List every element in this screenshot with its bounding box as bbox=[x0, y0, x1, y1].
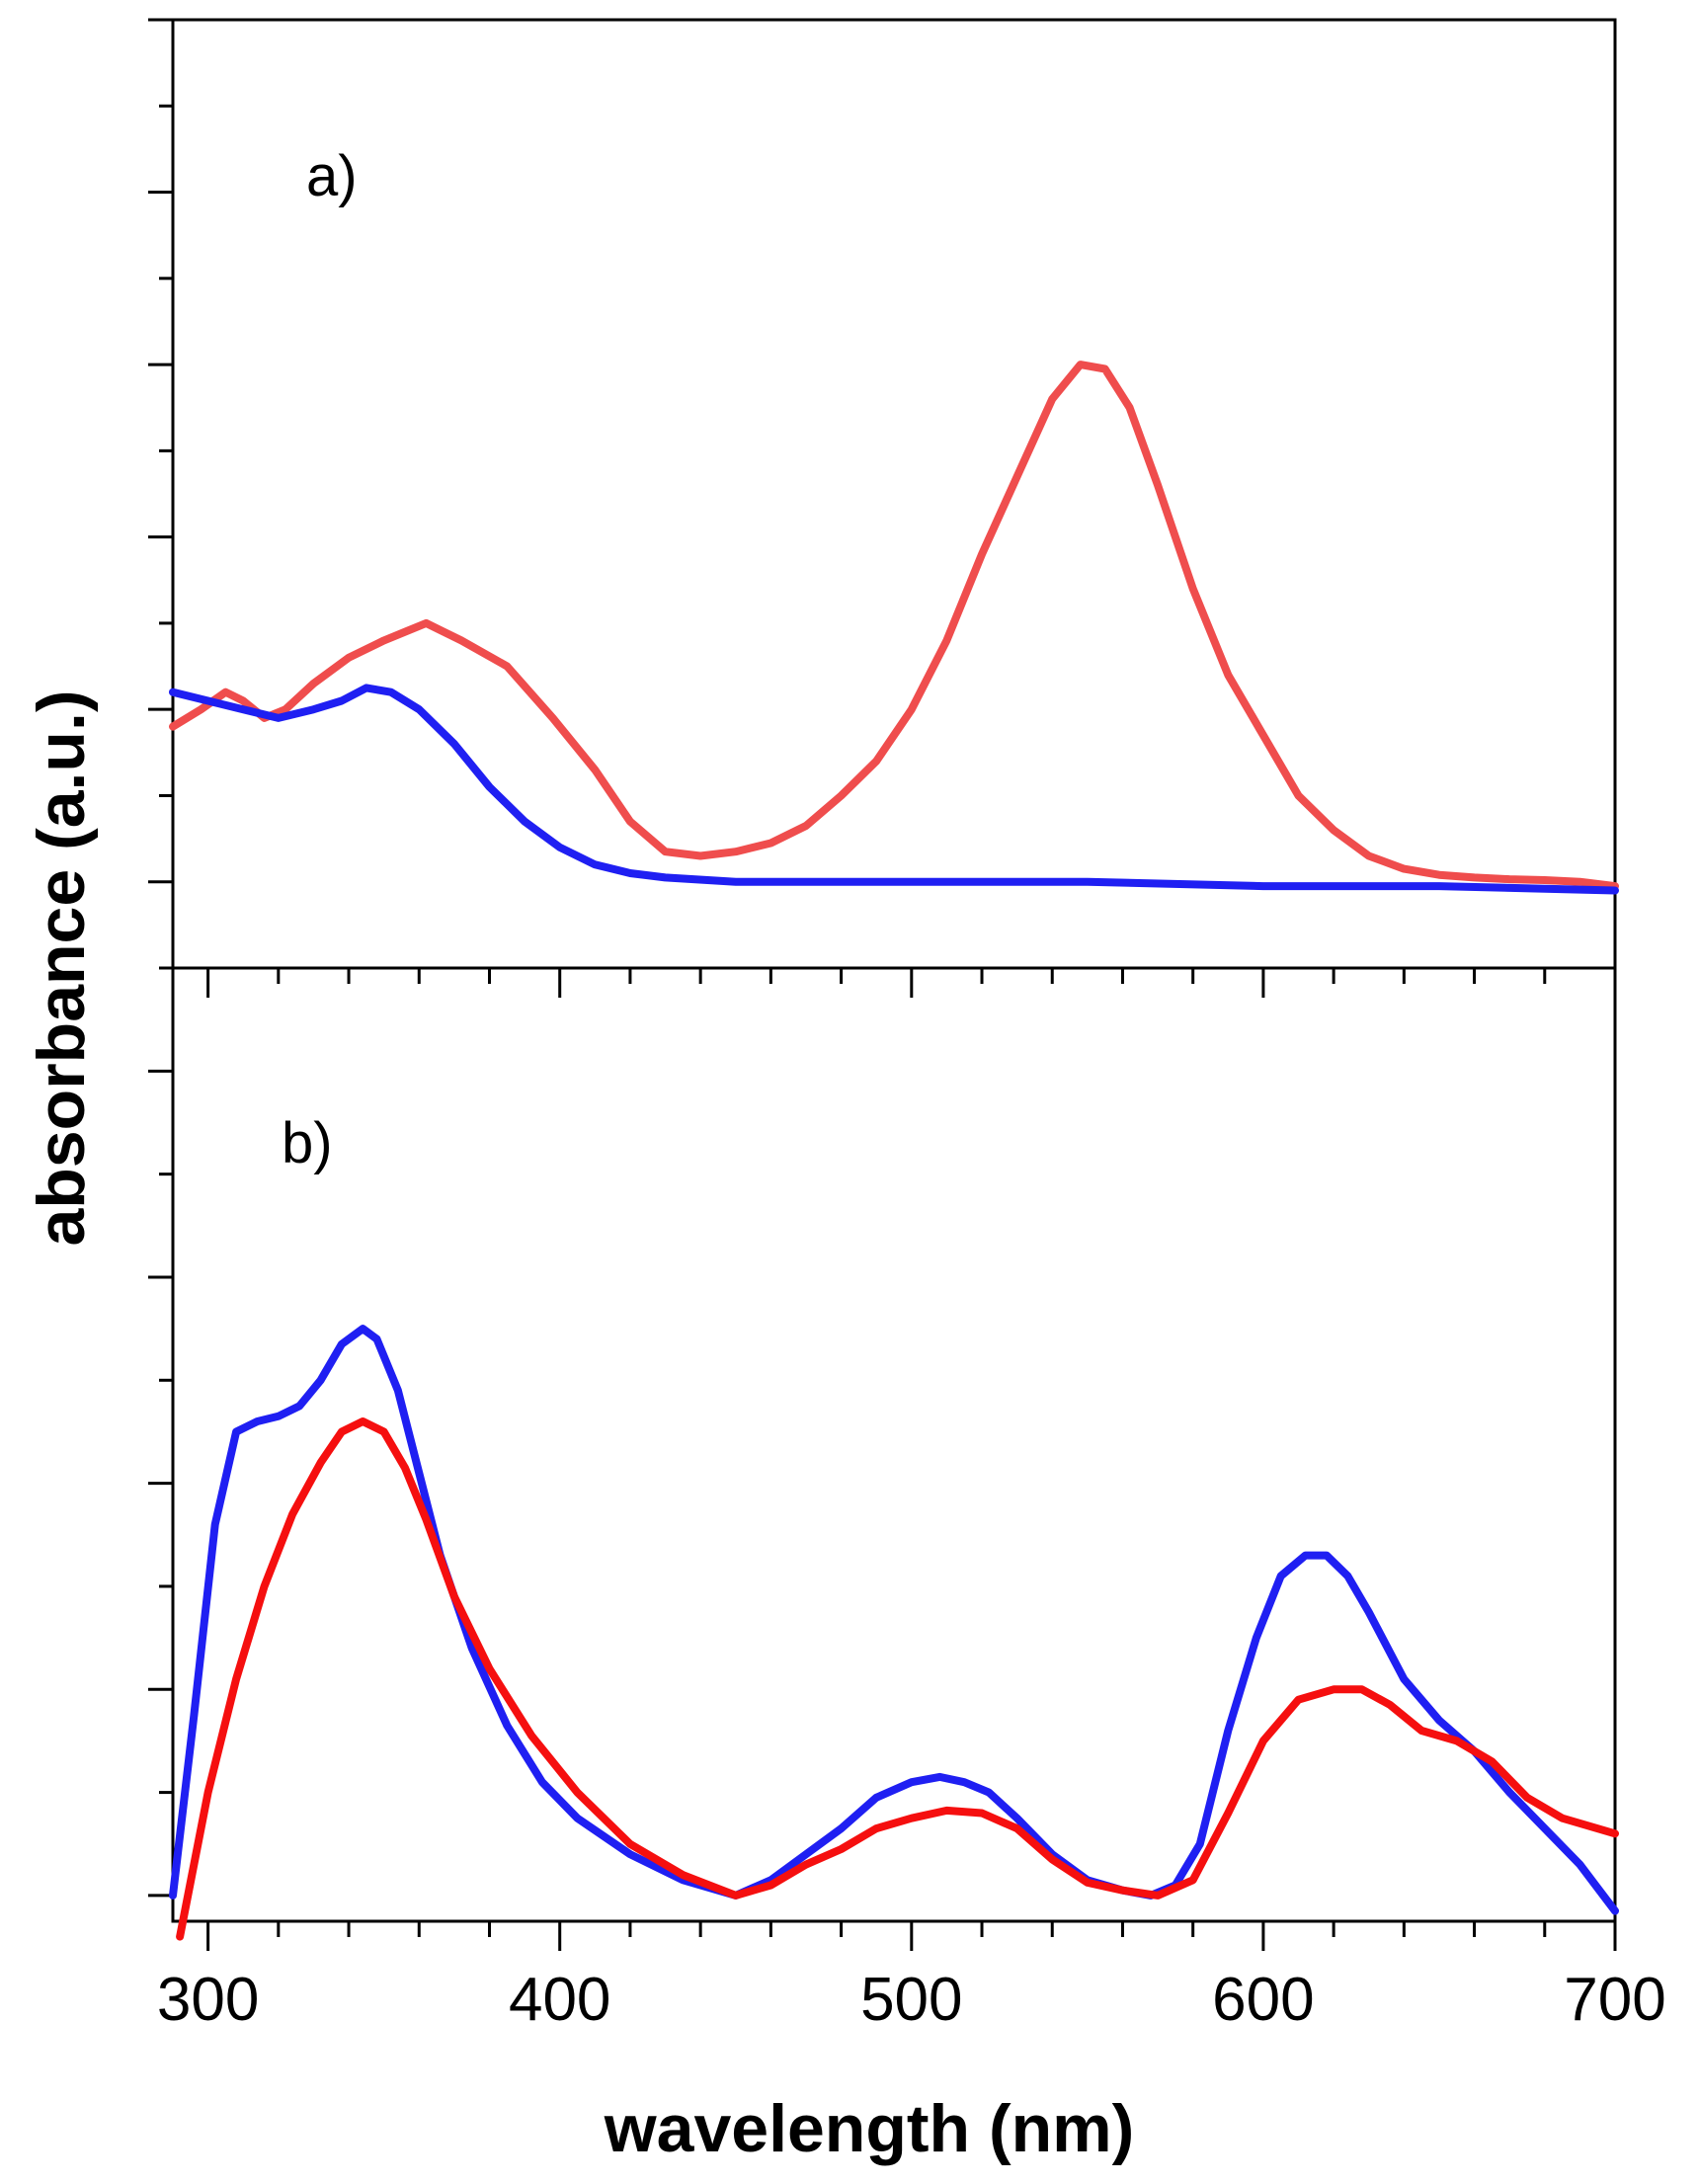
panel-a-series bbox=[169, 361, 1619, 895]
panel-b-ticks bbox=[148, 966, 1617, 1951]
x-tick-label: 400 bbox=[509, 1966, 610, 2034]
x-tick-label: 500 bbox=[860, 1966, 962, 2034]
x-tick-labels: 300 400 500 600 700 bbox=[157, 1966, 1666, 2034]
panel-a-series-red bbox=[169, 361, 1619, 891]
panel-b-frame bbox=[171, 966, 1617, 1923]
x-tick-label: 600 bbox=[1212, 1966, 1314, 2034]
panel-a-ticks bbox=[148, 18, 1617, 998]
panel-a-frame bbox=[171, 18, 1617, 970]
panel-b-label: b) bbox=[282, 1111, 333, 1175]
panel-b-series bbox=[169, 1325, 1619, 1941]
x-tick-label: 300 bbox=[157, 1966, 259, 2034]
x-tick-label: 700 bbox=[1564, 1966, 1665, 2034]
x-axis-title: wavelength (nm) bbox=[604, 2091, 1135, 2166]
y-axis-title: absorbance (a.u.) bbox=[24, 689, 99, 1246]
panel-b-series-red bbox=[176, 1417, 1619, 1941]
panel-a-label: a) bbox=[306, 144, 358, 208]
panel-b-series-blue bbox=[169, 1325, 1619, 1915]
panel-a-series-blue bbox=[169, 684, 1619, 895]
